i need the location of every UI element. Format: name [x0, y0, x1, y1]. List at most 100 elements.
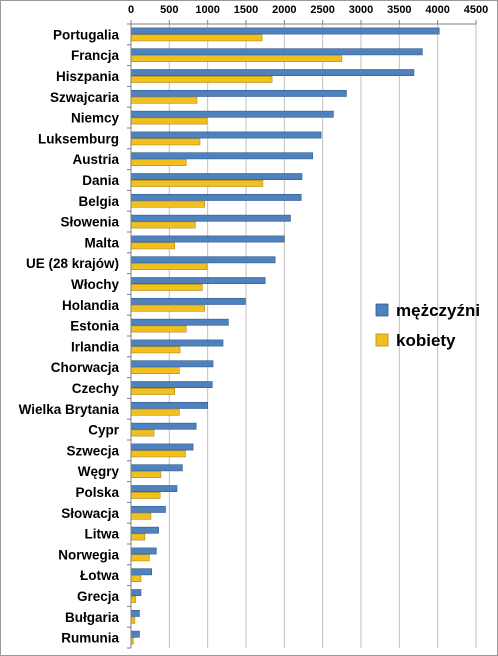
bar [130, 138, 201, 146]
bar [130, 464, 183, 472]
category-label: Luksemburg [38, 131, 119, 146]
bar [130, 159, 187, 166]
category-label: Niemcy [71, 111, 120, 126]
category-label: Włochy [71, 277, 119, 292]
bar [130, 505, 166, 513]
bar [130, 34, 263, 42]
bar [130, 263, 208, 270]
bar [130, 297, 246, 305]
bar [130, 339, 224, 347]
bar [130, 242, 176, 250]
bar [130, 491, 161, 499]
category-label: Chorwacja [51, 360, 120, 375]
bar [130, 318, 229, 326]
gridlines [168, 24, 477, 648]
bar [130, 256, 276, 264]
category-label: Łotwa [80, 568, 119, 583]
bar [130, 526, 159, 534]
bar [130, 443, 194, 451]
bar [130, 429, 155, 437]
category-label: Rumunia [61, 631, 119, 646]
legend-label: mężczyźni [396, 301, 480, 320]
category-label: UE (28 krajów) [26, 256, 119, 271]
bar [130, 235, 285, 243]
bar [130, 117, 208, 125]
bar [130, 131, 322, 139]
x-tick-label: 2000 [272, 4, 296, 16]
category-label: Irlandia [71, 339, 120, 354]
x-tick-labels: 0 500 1000 1500 2000 2500 3000 3500 4000 4500 [128, 4, 488, 16]
category-label: Belgia [78, 194, 119, 209]
x-tick-label: 500 [160, 4, 178, 16]
category-label: Norwegia [58, 547, 119, 562]
bar [130, 152, 313, 160]
bar [130, 450, 186, 458]
bar [130, 568, 153, 576]
category-label: Cypr [88, 423, 120, 438]
bar [130, 422, 197, 430]
category-labels: Portugalia Francja Hiszpania Szwajcaria Niem… [19, 27, 120, 645]
bar [130, 283, 203, 291]
category-label: Polska [75, 485, 119, 500]
category-label: Szwecja [66, 443, 119, 458]
x-tick-label: 1500 [234, 4, 258, 16]
bar [130, 173, 303, 180]
bar [130, 360, 214, 368]
bar [130, 575, 142, 582]
category-label: Wielka Brytania [19, 402, 120, 417]
legend: mężczyźni kobiety [375, 301, 480, 350]
legend-label: kobiety [396, 331, 456, 350]
bar [130, 200, 205, 208]
bar [130, 55, 343, 62]
x-tick-label: 4000 [425, 4, 449, 16]
bar [130, 554, 150, 562]
bar [130, 485, 178, 492]
legend-swatch [375, 333, 389, 347]
bar [130, 471, 162, 478]
bar [130, 27, 440, 35]
bar [130, 194, 302, 201]
bar [130, 96, 198, 104]
bar [130, 180, 264, 187]
bar [130, 630, 140, 638]
bar [130, 304, 205, 312]
bar [130, 346, 181, 354]
bar [130, 547, 157, 555]
bar [130, 381, 213, 388]
category-label: Grecja [77, 589, 120, 604]
bar [130, 277, 266, 284]
bar [130, 367, 180, 374]
bar [130, 408, 180, 416]
bar [130, 387, 176, 395]
x-tick-label: 3000 [349, 4, 373, 16]
bar [130, 48, 423, 56]
bar [130, 214, 291, 222]
category-label: Malta [84, 235, 119, 250]
x-tick-label: 0 [128, 4, 134, 16]
category-label: Portugalia [53, 27, 120, 42]
category-label: Litwa [84, 527, 119, 542]
category-label: Estonia [70, 319, 119, 334]
bar [130, 595, 136, 603]
bar [130, 325, 187, 333]
bar [130, 110, 334, 118]
x-tick-label: 3500 [387, 4, 411, 16]
category-label: Francja [71, 48, 120, 63]
category-label: Węgry [78, 464, 120, 479]
category-label: Holandia [62, 298, 119, 313]
category-label: Szwajcaria [50, 90, 120, 105]
x-tick-label: 4500 [464, 4, 488, 16]
bar [130, 76, 273, 83]
category-label: Dania [82, 173, 119, 188]
bar [130, 90, 347, 97]
bar [130, 69, 415, 76]
category-label: Austria [72, 152, 119, 167]
category-label: Słowenia [60, 215, 119, 230]
legend-swatch [375, 303, 389, 317]
x-tick-label: 2500 [310, 4, 334, 16]
category-label: Słowacja [61, 506, 119, 521]
x-tick-label: 1000 [195, 4, 219, 16]
axes [127, 20, 477, 649]
